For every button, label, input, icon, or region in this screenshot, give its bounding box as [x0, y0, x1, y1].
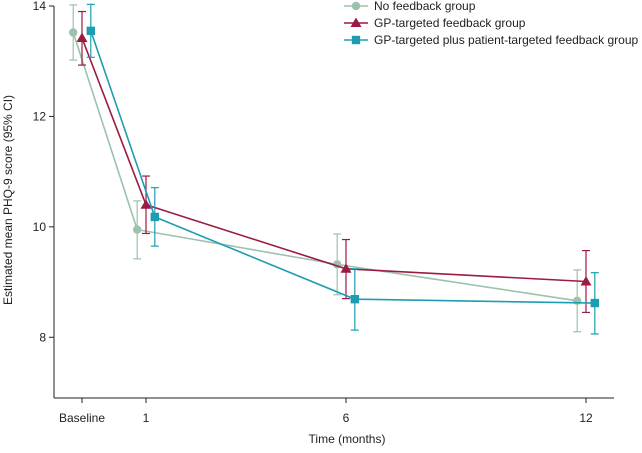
series-line — [72, 32, 578, 302]
data-point — [133, 225, 142, 234]
y-tick-label: 12 — [33, 109, 47, 123]
legend-entry: GP-targeted feedback group — [344, 16, 526, 30]
legend-entry: GP-targeted plus patient-targeted feedba… — [344, 33, 638, 47]
series-line — [90, 30, 595, 304]
data-point — [150, 212, 159, 222]
x-tick-label: 6 — [343, 411, 350, 425]
data-point — [76, 32, 88, 43]
legend-marker — [350, 17, 362, 27]
series-1 — [69, 4, 582, 333]
y-tick-label: 14 — [33, 0, 47, 13]
data-point — [140, 199, 152, 209]
series-line — [81, 37, 587, 283]
data-point — [580, 276, 592, 286]
axes: 8 10 12 14 Baseline 1 6 12 — [33, 0, 614, 425]
data-point — [69, 28, 78, 37]
legend-label: GP-targeted plus patient-targeted feedba… — [374, 33, 638, 47]
x-axis-label: Time (months) — [309, 432, 386, 446]
legend-entry: No feedback group — [344, 0, 476, 13]
data-point — [350, 294, 359, 304]
data-point — [340, 263, 352, 273]
series-layer — [69, 3, 599, 335]
series-2 — [76, 10, 592, 314]
legend: No feedback group GP-targeted feedback gr… — [344, 0, 638, 47]
y-tick-label: 10 — [33, 220, 47, 234]
legend-marker — [351, 35, 361, 45]
x-tick-label: 12 — [579, 411, 593, 425]
legend-marker — [351, 1, 361, 11]
x-tick-label: Baseline — [59, 411, 105, 425]
series-3 — [86, 3, 599, 335]
x-tick-label: 1 — [143, 411, 150, 425]
y-axis-label: Estimated mean PHQ-9 score (95% CI) — [1, 95, 15, 305]
data-point — [590, 298, 599, 308]
legend-label: GP-targeted feedback group — [374, 16, 526, 30]
y-tick-label: 8 — [39, 330, 46, 344]
data-point — [573, 296, 582, 306]
data-point — [86, 26, 95, 36]
legend-label: No feedback group — [374, 0, 476, 13]
